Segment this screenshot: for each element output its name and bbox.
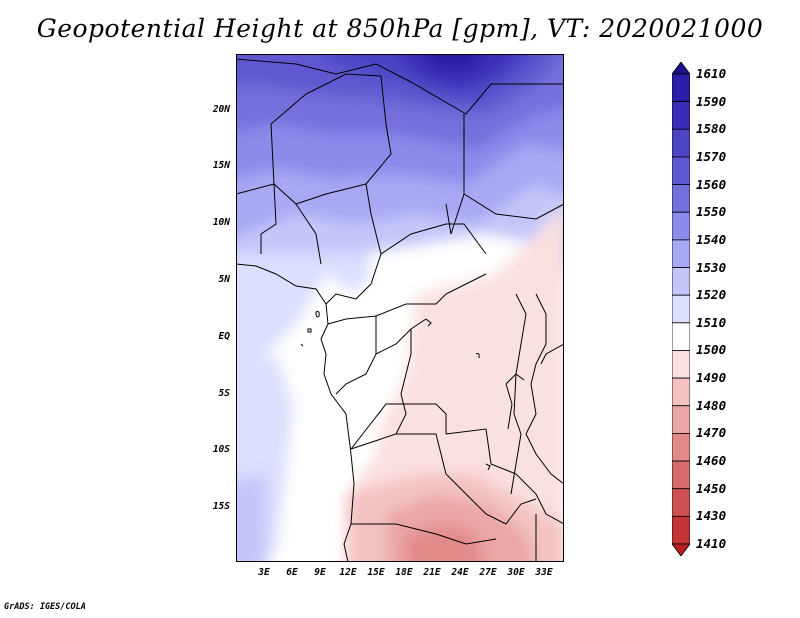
colorbar-label: 1590 xyxy=(696,93,727,109)
lon-tick-label: 6E xyxy=(286,567,298,578)
lat-tick-label: EQ xyxy=(218,331,230,342)
colorbar-label: 1570 xyxy=(696,148,727,164)
lon-tick-label: 21E xyxy=(423,567,441,578)
colorbar-label: 1480 xyxy=(696,397,727,413)
colorbar-label: 1450 xyxy=(696,480,727,496)
lon-tick-label: 3E xyxy=(258,567,270,578)
colorbar-segment xyxy=(672,460,690,490)
footer-credit: GrADS: IGES/COLA xyxy=(4,602,86,612)
colorbar-label: 1460 xyxy=(696,453,727,469)
lon-tick-label: 24E xyxy=(451,567,469,578)
lat-tick-label: 5N xyxy=(218,274,230,285)
lat-tick-label: 5S xyxy=(218,388,230,399)
lon-tick-label: 12E xyxy=(339,567,357,578)
colorbar-label: 1500 xyxy=(696,342,727,358)
colorbar-segment xyxy=(672,239,690,268)
colorbar-label: 1470 xyxy=(696,425,727,441)
colorbar-label: 1510 xyxy=(696,314,727,330)
colorbar-segment xyxy=(672,211,690,241)
colorbar-segment xyxy=(672,73,690,103)
lat-tick-label: 15S xyxy=(212,501,230,512)
lon-tick-label: 15E xyxy=(367,567,385,578)
lon-tick-label: 33E xyxy=(535,567,553,578)
colorbar-segment xyxy=(672,294,690,324)
colorbar-label: 1410 xyxy=(696,536,727,551)
colorbar-segment xyxy=(672,515,690,545)
lat-tick-label: 15N xyxy=(212,160,230,171)
colorbar-label: 1540 xyxy=(696,231,727,247)
colorbar-segment xyxy=(672,405,690,434)
colorbar-segment xyxy=(672,377,690,407)
lat-tick-label: 10S xyxy=(212,444,230,455)
lon-tick-label: 9E xyxy=(314,567,326,578)
colorbar-segment xyxy=(672,267,690,296)
colorbar-label: 1610 xyxy=(696,66,727,81)
colorbar-label: 1530 xyxy=(696,259,727,275)
colorbar-label: 1580 xyxy=(696,121,727,137)
lon-tick-label: 27E xyxy=(479,567,497,578)
lon-tick-label: 18E xyxy=(395,567,413,578)
lat-tick-label: 20N xyxy=(212,104,230,115)
colorbar-segment xyxy=(672,128,690,158)
colorbar-label: 1550 xyxy=(696,204,727,220)
colorbar-segment xyxy=(672,322,690,351)
colorbar-segment xyxy=(672,184,690,213)
lon-tick-label: 30E xyxy=(507,567,525,578)
colorbar-bottom-arrow xyxy=(672,543,690,556)
colorbar-segment xyxy=(672,350,690,379)
colorbar-label: 1490 xyxy=(696,370,727,386)
plot-title: Geopotential Height at 850hPa [gpm], VT:… xyxy=(36,14,764,43)
colorbar-segment xyxy=(672,488,690,517)
geopotential-map xyxy=(236,54,564,562)
colorbar xyxy=(672,62,690,556)
lat-tick-label: 10N xyxy=(212,217,230,228)
colorbar-segment xyxy=(672,433,690,462)
colorbar-top-arrow xyxy=(672,62,690,75)
colorbar-segment xyxy=(672,101,690,130)
colorbar-label: 1430 xyxy=(696,508,727,524)
colorbar-label: 1520 xyxy=(696,287,727,303)
colorbar-segment xyxy=(672,156,690,185)
colorbar-label: 1560 xyxy=(696,176,727,192)
